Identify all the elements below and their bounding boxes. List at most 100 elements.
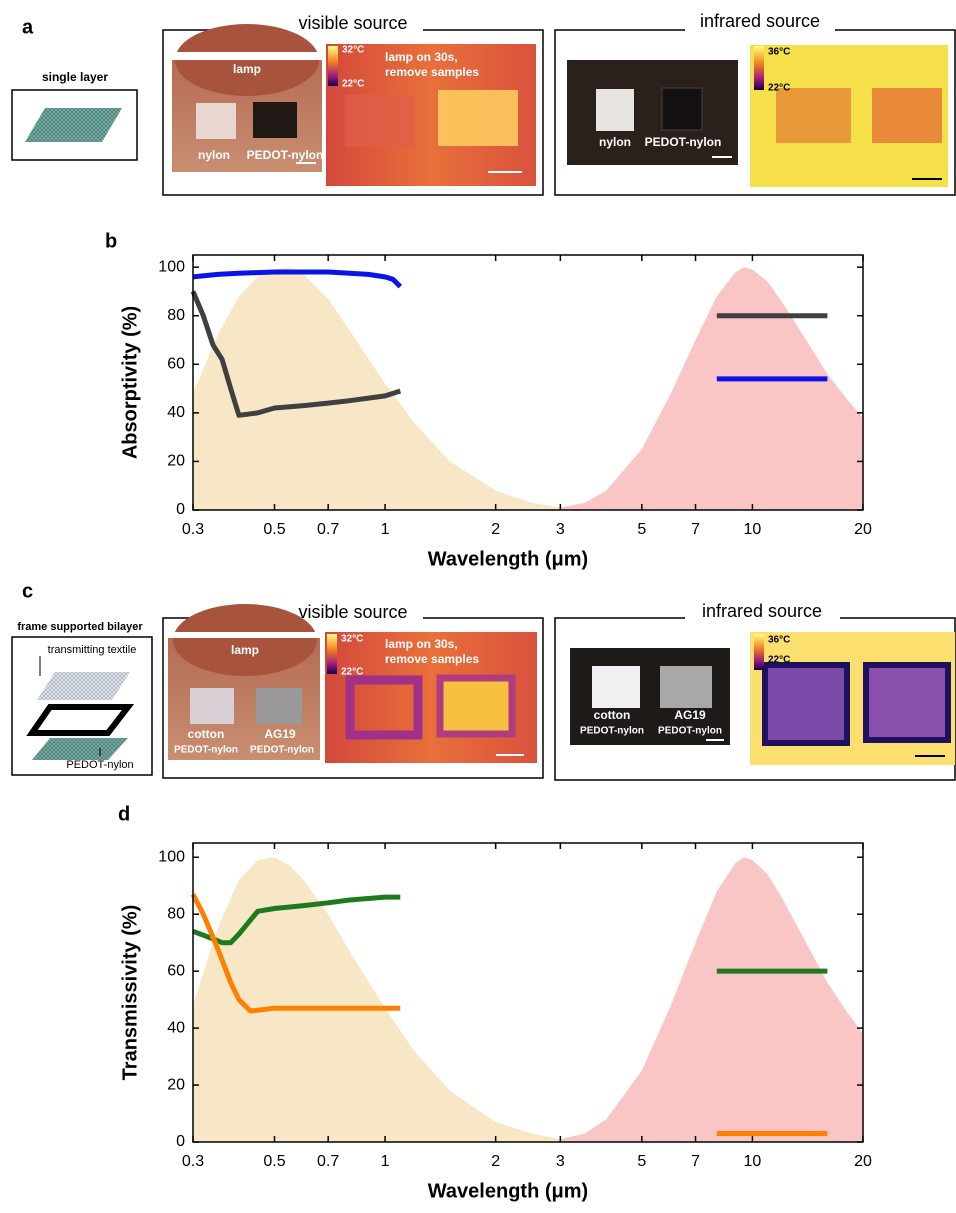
sample — [662, 88, 702, 130]
x-tick-label: 0.5 — [263, 521, 285, 538]
photo-label: lamp — [231, 643, 259, 657]
x-axis-title: Wavelength (μm) — [428, 1180, 588, 1202]
sample — [592, 666, 640, 708]
y-tick-label: 80 — [167, 905, 185, 922]
x-tick-label: 0.3 — [182, 1153, 204, 1170]
photo-label: AG19 — [674, 708, 706, 722]
section-title: visible source — [298, 602, 407, 622]
photo-label: PEDOT-nylon — [250, 745, 314, 756]
note: lamp on 30s, — [385, 637, 458, 651]
hot-spot — [438, 90, 518, 146]
colorbar — [754, 634, 764, 670]
scale-label: 22°C — [768, 83, 790, 94]
colorbar — [328, 46, 338, 86]
y-tick-label: 60 — [167, 962, 185, 979]
sample-thermal — [866, 665, 948, 740]
panel-label: a — [22, 16, 34, 38]
y-tick-label: 0 — [176, 1133, 185, 1150]
y-tick-label: 40 — [167, 1019, 185, 1036]
scale-label: 22°C — [768, 655, 790, 666]
spectrum-area — [193, 267, 560, 510]
photo-label: cotton — [594, 708, 631, 722]
scale-label: 22°C — [342, 79, 364, 90]
y-tick-label: 20 — [167, 453, 185, 470]
caption: frame supported bilayer — [17, 621, 143, 633]
caption: PEDOT-nylon — [66, 759, 133, 771]
y-tick-label: 0 — [176, 501, 185, 518]
scale-label: 32°C — [342, 45, 364, 56]
x-tick-label: 1 — [381, 521, 390, 538]
textile-icon — [37, 672, 130, 700]
figure: a single layer visible source lamp nylon… — [0, 0, 956, 1213]
x-tick-label: 20 — [854, 521, 872, 538]
x-tick-label: 2 — [491, 521, 500, 538]
spectrum-area — [560, 267, 863, 510]
x-tick-label: 0.5 — [263, 1153, 285, 1170]
panel-c: c frame supported bilayer transmitting t… — [12, 580, 955, 780]
photo — [567, 60, 738, 165]
x-tick-label: 5 — [637, 1153, 646, 1170]
sample — [190, 688, 234, 724]
photo-edge — [168, 632, 320, 638]
photo-label: PEDOT-nylon — [174, 745, 238, 756]
textile-icon — [25, 108, 122, 142]
hot-spot — [345, 95, 415, 147]
section-title: infrared source — [702, 601, 822, 621]
x-tick-label: 0.3 — [182, 521, 204, 538]
colorbar — [327, 634, 337, 674]
y-tick-label: 100 — [158, 848, 185, 865]
y-axis-title: Absorptivity (%) — [119, 306, 141, 459]
scale-label: 36°C — [768, 47, 790, 58]
scale-label: 22°C — [341, 667, 363, 678]
x-tick-label: 10 — [744, 1153, 762, 1170]
y-tick-label: 60 — [167, 356, 185, 373]
photo-label: PEDOT-nylon — [645, 135, 722, 149]
x-tick-label: 7 — [691, 521, 700, 538]
sample — [253, 102, 297, 138]
x-tick-label: 2 — [491, 1153, 500, 1170]
sample-thermal — [765, 665, 847, 743]
note: remove samples — [385, 65, 479, 79]
photo-edge — [172, 52, 322, 60]
x-tick-label: 0.7 — [317, 521, 339, 538]
panel-label: d — [118, 803, 130, 825]
textile-icon — [32, 738, 128, 760]
lamp — [173, 604, 317, 676]
x-tick-label: 20 — [854, 1153, 872, 1170]
panel-label: b — [105, 230, 117, 252]
photo-label: lamp — [233, 62, 261, 76]
x-axis-title: Wavelength (μm) — [428, 548, 588, 570]
section-title: visible source — [298, 13, 407, 33]
y-tick-label: 100 — [158, 258, 185, 275]
photo-label: nylon — [599, 135, 631, 149]
y-tick-label: 40 — [167, 404, 185, 421]
scale-label: 36°C — [768, 635, 790, 646]
sample-thermal — [776, 88, 851, 143]
photo-label: AG19 — [264, 727, 296, 741]
sample — [256, 688, 302, 724]
photo-label: cotton — [188, 727, 225, 741]
frame-icon — [32, 707, 128, 733]
y-tick-label: 80 — [167, 307, 185, 324]
sample — [660, 666, 712, 708]
x-tick-label: 0.7 — [317, 1153, 339, 1170]
sample-thermal — [872, 88, 942, 143]
x-tick-label: 5 — [637, 521, 646, 538]
panel-a: a single layer visible source lamp nylon… — [12, 11, 955, 195]
panel-label: c — [22, 580, 33, 602]
note: remove samples — [385, 652, 479, 666]
x-tick-label: 7 — [691, 1153, 700, 1170]
photo-label: nylon — [198, 148, 230, 162]
photo-label: PEDOT-nylon — [247, 148, 324, 162]
x-tick-label: 10 — [744, 521, 762, 538]
photo-label: PEDOT-nylon — [580, 726, 644, 737]
x-tick-label: 3 — [556, 1153, 565, 1170]
y-axis-title: Transmissivity (%) — [119, 905, 141, 1081]
x-tick-label: 1 — [381, 1153, 390, 1170]
spectrum-area — [560, 857, 863, 1142]
sample-thermal — [440, 678, 512, 734]
note: lamp on 30s, — [385, 50, 458, 64]
sample — [596, 89, 634, 131]
caption: transmitting textile — [48, 644, 137, 656]
sample — [196, 103, 236, 139]
